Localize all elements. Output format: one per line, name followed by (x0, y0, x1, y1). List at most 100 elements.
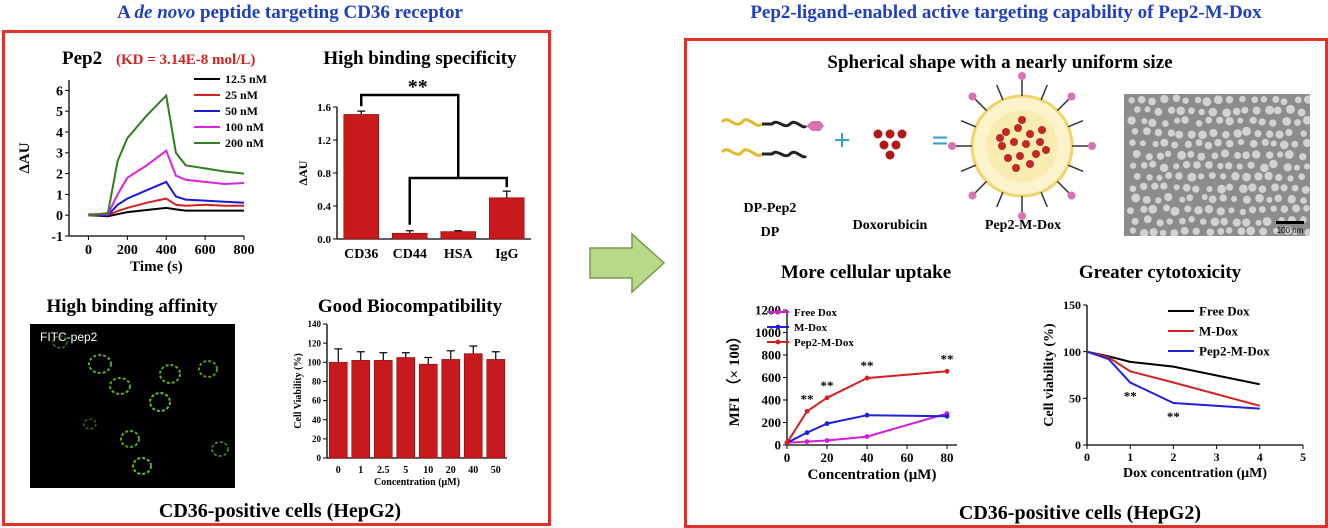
tem-particle (1184, 140, 1192, 148)
tem-particle (1192, 227, 1200, 235)
biocompat-bar (441, 359, 461, 459)
specificity-category-label: CD44 (393, 247, 427, 262)
label-doxorubicin: Doxorubicin (853, 218, 928, 233)
tem-particle (1167, 129, 1175, 137)
tem-particle (1140, 162, 1148, 169)
tem-particle (1194, 206, 1203, 215)
tem-particle (1219, 194, 1227, 202)
tem-particle (1181, 116, 1189, 124)
tem-particle (1148, 97, 1156, 106)
tem-particle (1271, 183, 1280, 192)
uptake-legend-label: Pep2-M-Dox (794, 337, 854, 349)
uptake-x-tick-label: 80 (941, 450, 954, 465)
scale-bar (1276, 221, 1304, 224)
tem-particle (1167, 106, 1176, 114)
specificity-y-tick-label: 0.4 (317, 201, 331, 213)
tem-particle (1186, 194, 1194, 202)
specificity-category-label: CD36 (344, 247, 378, 262)
tem-particle (1195, 139, 1203, 147)
tem-particle (1237, 139, 1245, 146)
tem-particle (1273, 227, 1280, 235)
specificity-title: High binding specificity (323, 48, 517, 69)
spr-legend-label: 25 nM (225, 88, 258, 102)
tem-particle (1239, 184, 1248, 194)
tem-particle (1279, 140, 1289, 150)
uptake-legend-marker (775, 309, 781, 315)
tem-particle (1213, 95, 1223, 105)
tem-particle (1266, 196, 1273, 203)
tem-particle (1204, 141, 1213, 150)
micelle-ligand (1067, 191, 1076, 200)
tem-particle (1163, 204, 1171, 212)
tem-particle (1237, 227, 1246, 235)
spr-legend-label: 50 nM (225, 104, 258, 118)
uptake-y-tick-label: 1200 (755, 303, 781, 318)
tem-particle (1228, 207, 1235, 214)
left-header-italic: de novo (134, 2, 196, 23)
specificity-y-tick-label: 0.8 (317, 168, 331, 180)
cytotox-series-line (1086, 350, 1260, 410)
tem-particle (1258, 118, 1266, 126)
tem-particle (1241, 106, 1249, 114)
tem-particle (1303, 205, 1310, 212)
tem-particle (1187, 150, 1195, 158)
tem-particle (1291, 228, 1299, 235)
tem-particle (1269, 119, 1277, 127)
cytotox-legend-label: M-Dox (1199, 324, 1238, 339)
tem-particle (1225, 162, 1233, 170)
tem-particle (1299, 153, 1307, 161)
specificity-y-tick-label: 1.6 (317, 102, 331, 114)
biocompat-x-label: Concentration (μM) (374, 477, 460, 488)
tem-particle (1194, 96, 1202, 104)
tem-particle (1265, 130, 1274, 138)
micelle-ligand (948, 142, 956, 150)
cytotox-series-line (1086, 350, 1261, 407)
tem-particle (1175, 130, 1184, 139)
spr-x-tick-label: 800 (234, 243, 255, 258)
tem-particle (1293, 164, 1301, 171)
tem-particle (1198, 108, 1205, 116)
micelle-drug (1002, 128, 1010, 136)
tem-particle (1148, 204, 1158, 214)
tem-particle (1134, 106, 1141, 113)
specificity-y-tick-label: 1.2 (317, 135, 331, 147)
chart-specificity: High binding specificity 0.0 0.4 0.8 1.2 1.6… (296, 48, 531, 262)
tem-particle (1178, 217, 1186, 225)
spr-y-tick-label: -1 (51, 230, 63, 245)
cytotox-y-tick-label: 150 (1063, 298, 1081, 312)
micelle-chain (1056, 98, 1070, 112)
tem-particle (1128, 97, 1135, 104)
spr-x-tick-label: 200 (117, 243, 138, 258)
tem-particle (1166, 218, 1173, 225)
tem-particle (1270, 140, 1277, 147)
tem-particle (1149, 228, 1158, 236)
tem-particle (1300, 130, 1307, 137)
cytotox-significance: ** (1124, 388, 1137, 403)
micelle-ligand (1018, 72, 1026, 80)
micelle-chain (1040, 84, 1048, 101)
tem-particle (1242, 218, 1251, 227)
uptake-data-point (864, 434, 870, 439)
tem-particle (1202, 97, 1212, 107)
tem-particle (1260, 96, 1268, 103)
micelle-chain (1067, 164, 1084, 172)
cytotox-y-label: Cell viability (%) (1042, 323, 1057, 427)
micelle-ligand (1067, 92, 1076, 101)
tem-particle (1154, 128, 1163, 137)
cytotox-x-tick-label: 5 (1300, 450, 1306, 464)
tem-particle (1217, 184, 1226, 194)
micelle-icon (948, 72, 1096, 220)
micelle-drug (1026, 160, 1034, 168)
specificity-bar (440, 231, 477, 240)
tem-particle (1249, 116, 1257, 124)
tem-particle (1251, 96, 1259, 104)
micelle-drug (1026, 130, 1034, 138)
biocompat-title: Good Biocompatibility (318, 296, 503, 317)
tem-particle (1222, 130, 1230, 139)
tem-particle (1303, 138, 1310, 148)
tem-particle (1217, 227, 1225, 235)
tem-particle (1272, 95, 1280, 103)
spr-y-tick-label: 4 (56, 126, 63, 141)
tem-particle (1225, 95, 1234, 104)
micelle-chain (960, 120, 977, 128)
